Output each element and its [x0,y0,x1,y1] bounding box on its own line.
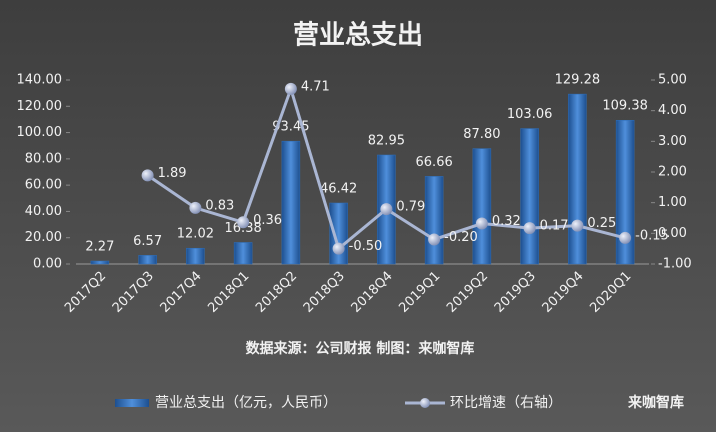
y2-tick-label: 1.00 [658,195,687,210]
bar [138,255,157,265]
y2-tick-label: 0.00 [658,226,687,241]
line-value-label: -0.15 [635,228,669,243]
bar [615,119,635,265]
y2-tick-label: -1.00 [658,257,692,272]
y-tick-label: 0.00 [33,257,62,272]
bar [186,247,205,265]
bar-value-label: 82.95 [368,133,405,148]
bar [281,140,301,265]
line-value-label: 0.25 [587,216,616,231]
line-marker [571,219,584,232]
y2-tick-label: 5.00 [658,73,687,88]
line-marker [141,169,154,182]
line-value-label: 0.83 [205,198,234,213]
line-marker [475,217,488,230]
legend-swatch [420,398,430,408]
bar [424,176,444,265]
line-value-label: 1.89 [158,166,187,181]
y-tick-label: 120.00 [17,99,63,114]
line-marker [428,233,441,246]
line-marker [332,242,345,255]
y-tick-label: 100.00 [17,125,63,140]
bar [233,242,253,265]
line-value-label: -0.20 [444,230,478,245]
line-value-label: 0.17 [540,219,569,234]
y-tick-label: 80.00 [25,151,62,166]
legend-swatch [115,399,149,407]
bar-value-label: 109.38 [602,99,648,114]
bar [472,148,492,265]
watermark: 来咖智库 [627,394,684,411]
y2-tick-label: 4.00 [658,103,687,118]
line-marker [619,231,632,244]
line-value-label: 0.79 [396,200,425,215]
y2-tick-label: 3.00 [658,134,687,149]
line-value-label: 0.36 [253,213,282,228]
bar-value-label: 66.66 [416,155,453,170]
bar-value-label: 16.38 [225,221,262,236]
chart-title: 营业总支出 [293,21,423,51]
legend-label: 环比增速（右轴） [450,395,562,411]
source-note: 数据来源：公司财报 制图：来咖智库 [246,340,475,357]
y-tick-label: 40.00 [25,204,62,219]
legend-label: 营业总支出（亿元，人民币） [155,395,337,411]
bar-value-label: 103.06 [507,107,553,122]
legend: 营业总支出（亿元，人民币） 环比增速（右轴） [115,395,562,411]
bar [329,202,348,265]
line-value-label: 4.71 [301,79,330,94]
bar [520,128,539,265]
y2-tick-label: 2.00 [658,165,687,180]
bar-value-label: 87.80 [463,127,500,142]
line-marker [523,222,536,235]
bar [568,93,587,265]
y-tick-label: 20.00 [25,230,62,245]
line-marker [284,82,297,95]
line-marker [237,216,250,229]
bar-value-label: 12.02 [177,227,214,242]
bar-value-label: 6.57 [133,234,162,249]
bar-value-label: 2.27 [85,240,114,255]
line-value-label: 0.32 [492,214,521,229]
y-tick-label: 140.00 [17,73,63,88]
bar-value-label: 46.42 [320,181,357,196]
y-tick-label: 60.00 [25,178,62,193]
bar [90,260,110,265]
line-marker [380,203,393,216]
line-marker [189,201,202,214]
bar-value-label: 129.28 [555,73,601,88]
line-value-label: -0.50 [349,239,383,254]
